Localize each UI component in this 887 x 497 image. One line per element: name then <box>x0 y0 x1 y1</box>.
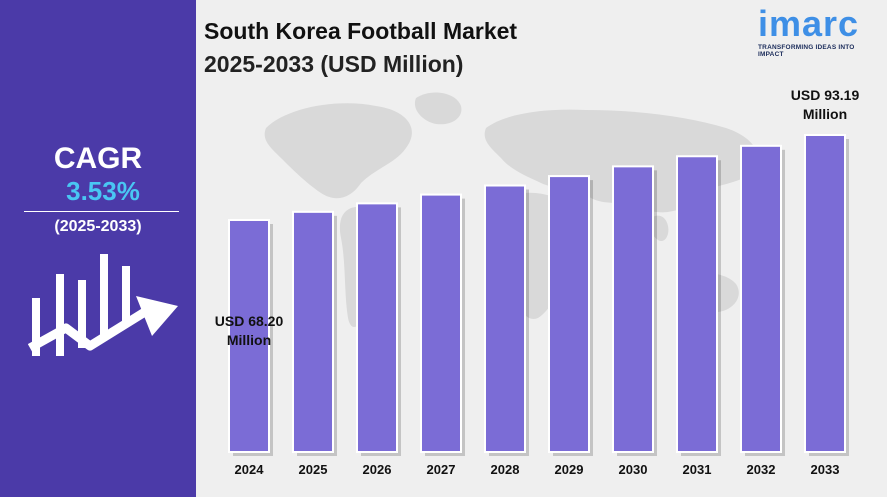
last-value-label: USD 93.19 <box>790 87 860 103</box>
logo-wordmark: imarc <box>758 3 860 44</box>
x-tick-label-2029: 2029 <box>555 462 584 477</box>
x-tick-label-2025: 2025 <box>299 462 328 477</box>
chart-title-line1: South Korea Football Market <box>204 18 518 44</box>
cagr-value: 3.53% <box>66 176 140 206</box>
imarc-logo: imarc TRANSFORMING IDEAS INTO IMPACT <box>758 3 880 59</box>
bar-2024 <box>228 219 270 453</box>
x-tick-label-2033: 2033 <box>811 462 840 477</box>
cagr-divider <box>24 211 179 212</box>
bar-2030 <box>612 165 654 453</box>
bar-2032 <box>740 144 782 453</box>
cagr-panel: CAGR 3.53% (2025-2033) <box>0 0 202 497</box>
last-value-annotation: USD 93.19 Million <box>770 86 880 124</box>
bar-2025 <box>292 210 334 453</box>
last-value-unit: Million <box>802 106 848 122</box>
bar-2028 <box>484 184 526 454</box>
x-tick-label-2027: 2027 <box>427 462 456 477</box>
first-value-label: USD 68.20 <box>214 313 284 329</box>
bar-2029 <box>548 175 590 454</box>
cagr-period: (2025-2033) <box>54 218 142 235</box>
first-value-annotation: USD 68.20 Million <box>194 312 304 350</box>
bar-2033 <box>804 134 846 453</box>
x-tick-label-2026: 2026 <box>363 462 392 477</box>
chart-title-line2: 2025-2033 (USD Million) <box>204 51 464 77</box>
cagr-label: CAGR <box>53 142 143 175</box>
x-tick-label-2032: 2032 <box>747 462 776 477</box>
growth-bars-arrow-icon <box>28 254 178 356</box>
x-tick-label-2031: 2031 <box>683 462 712 477</box>
bar-2026 <box>356 202 398 453</box>
bar-2027 <box>420 193 462 453</box>
x-tick-label-2024: 2024 <box>235 462 265 477</box>
x-tick-label-2028: 2028 <box>491 462 520 477</box>
x-tick-label-2030: 2030 <box>619 462 648 477</box>
first-value-unit: Million <box>226 332 272 348</box>
logo-tagline: TRANSFORMING IDEAS INTO IMPACT <box>758 44 855 58</box>
bar-2031 <box>676 155 718 454</box>
